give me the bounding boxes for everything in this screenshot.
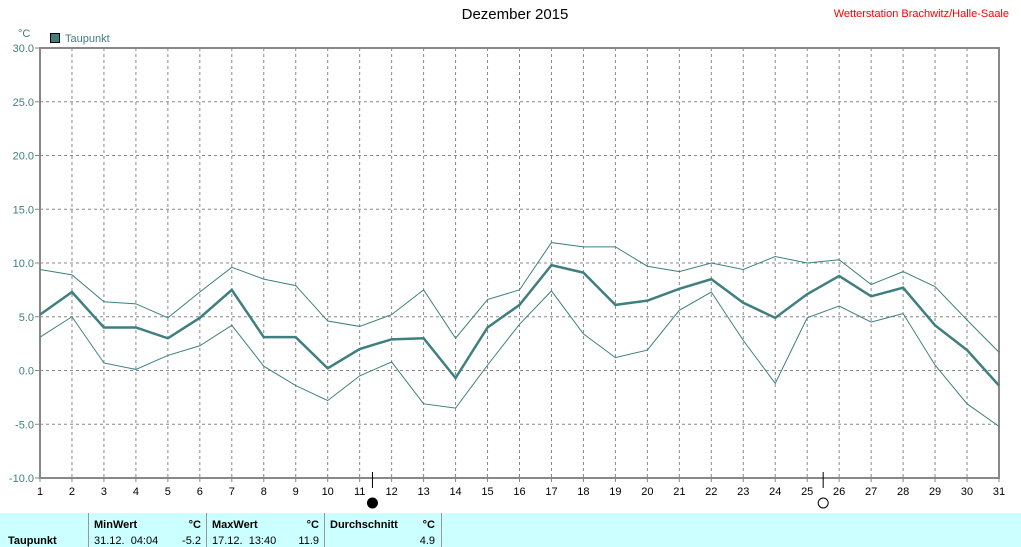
plot-frame <box>39 47 1000 479</box>
max-label: MaxWert <box>212 519 258 531</box>
max-value: 11.9 <box>298 535 319 547</box>
x-tick-label: 1 <box>37 486 43 498</box>
x-tick-label: 30 <box>961 486 973 498</box>
x-tick-label: 8 <box>261 486 267 498</box>
x-tick-label: 12 <box>386 486 398 498</box>
min-unit: °C <box>188 519 201 531</box>
min-label: MinWert <box>94 519 138 531</box>
x-tick-label: 11 <box>354 486 365 498</box>
y-tick-label: 10.0 <box>13 258 34 270</box>
x-tick-label: 10 <box>322 486 334 498</box>
x-tick-label: 23 <box>737 486 749 498</box>
y-tick-label: 25.0 <box>13 97 34 109</box>
x-tick-label: 6 <box>197 486 203 498</box>
new-moon-icon <box>366 497 378 509</box>
y-tick-label: -5.0 <box>15 419 34 431</box>
x-tick-label: 27 <box>865 486 877 498</box>
min-time: 31.12. 04:04 <box>94 535 159 547</box>
y-tick-label: 0.0 <box>19 366 34 378</box>
x-tick-label: 9 <box>293 486 299 498</box>
chart-title: Dezember 2015 <box>461 6 569 23</box>
x-tick-label: 20 <box>641 486 653 498</box>
y-tick-label: 15.0 <box>13 204 34 216</box>
legend-swatch <box>50 33 60 43</box>
x-tick-label: 15 <box>481 486 493 498</box>
max-unit: °C <box>306 519 319 531</box>
y-axis-unit: °C <box>18 28 30 40</box>
x-tick-label: 2 <box>69 486 75 498</box>
y-tick-label: 30.0 <box>13 43 34 55</box>
row-label: Taupunkt <box>8 535 57 547</box>
x-tick-label: 24 <box>769 486 781 498</box>
legend-label: Taupunkt <box>65 33 110 45</box>
avg-label: Durchschnitt <box>330 519 398 531</box>
max-time: 17.12. 13:40 <box>212 535 277 547</box>
x-tick-label: 3 <box>101 486 107 498</box>
stats-table: Taupunkt MinWert °C 31.12. 04:04 -5.2 Ma… <box>0 513 1021 547</box>
x-tick-label: 13 <box>417 486 429 498</box>
series-line-taupunkt <box>39 263 1000 387</box>
x-tick-label: 31 <box>993 486 1005 498</box>
x-tick-label: 5 <box>165 486 171 498</box>
x-tick-label: 18 <box>577 486 589 498</box>
series-line-taupunkt-max <box>39 242 1000 353</box>
station-name: Wetterstation Brachwitz/Halle-Saale <box>833 8 1009 20</box>
y-tick-label: 20.0 <box>13 151 34 163</box>
avg-value: 4.9 <box>419 535 435 547</box>
x-tick-label: 14 <box>449 486 461 498</box>
x-tick-label: 22 <box>705 486 717 498</box>
y-tick-label: 5.0 <box>19 312 34 324</box>
dewpoint-chart: 30.025.020.015.010.05.00.0-5.0-10.01 2 3 4 5… <box>9 28 1005 509</box>
x-tick-label: 16 <box>513 486 525 498</box>
x-tick-label: 17 <box>545 486 557 498</box>
x-tick-label: 19 <box>609 486 621 498</box>
x-tick-label: 25 <box>801 486 813 498</box>
x-tick-label: 7 <box>229 486 235 498</box>
x-tick-label: 26 <box>833 486 845 498</box>
full-moon-icon <box>817 497 829 509</box>
x-tick-label: 28 <box>897 486 909 498</box>
min-value: -5.2 <box>182 535 201 547</box>
x-tick-label: 29 <box>929 486 941 498</box>
x-tick-label: 4 <box>133 486 139 498</box>
x-tick-label: 21 <box>673 486 685 498</box>
y-tick-label: -10.0 <box>9 473 34 485</box>
avg-unit: °C <box>422 519 435 531</box>
series-line-taupunkt-min <box>39 290 1000 427</box>
